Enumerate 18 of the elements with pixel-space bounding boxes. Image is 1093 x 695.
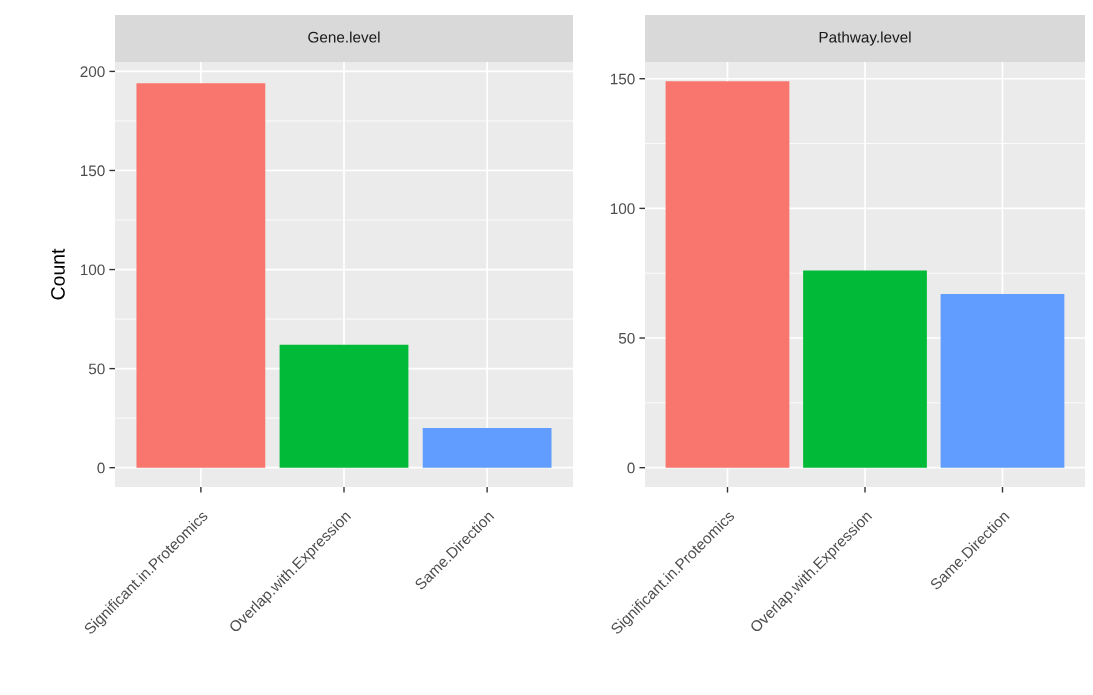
y-tick-label: 0: [97, 462, 105, 474]
y-tick-label: 0: [627, 462, 635, 474]
bar: [803, 270, 927, 468]
bar: [422, 428, 552, 468]
bar: [940, 293, 1065, 468]
y-tick-label: 150: [80, 165, 105, 177]
y-tick-label: 200: [80, 66, 105, 78]
bar: [665, 81, 790, 468]
bar: [136, 83, 266, 468]
y-tick-label: 100: [610, 203, 635, 215]
y-tick-label: 50: [618, 332, 635, 344]
chart-title: Gene.level: [308, 31, 380, 43]
chart-title: Pathway.level: [819, 31, 911, 46]
y-axis-title: Count: [51, 248, 65, 300]
y-tick-label: 150: [610, 73, 635, 85]
y-tick-label: 50: [88, 363, 105, 375]
bar: [279, 344, 409, 468]
y-tick-label: 100: [80, 264, 105, 276]
